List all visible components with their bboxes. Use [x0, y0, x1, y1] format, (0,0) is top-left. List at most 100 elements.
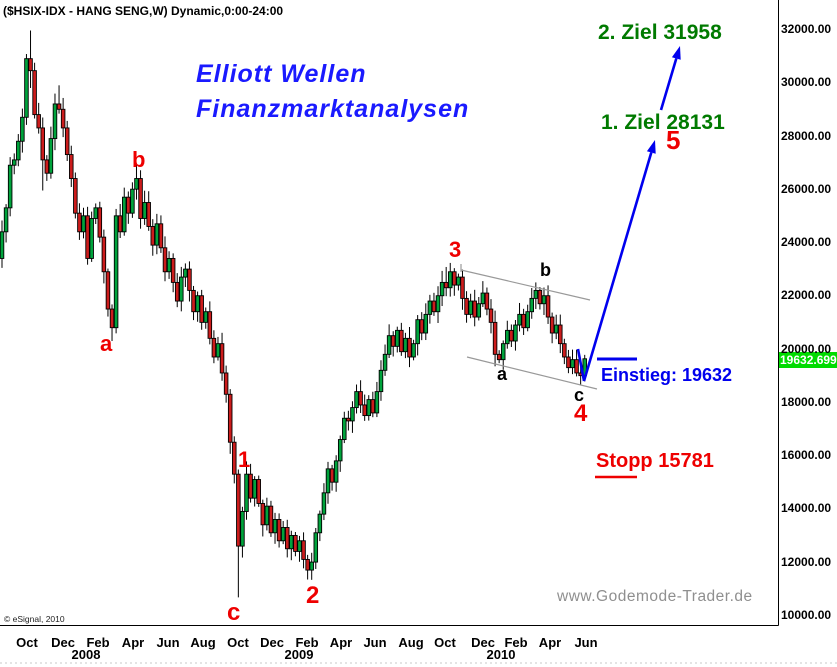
candle-body: [370, 399, 376, 414]
candle-body: [93, 207, 98, 219]
candle-body: [533, 289, 539, 299]
candle-body: [395, 329, 400, 347]
price-tick-label: 22000.00: [781, 288, 832, 303]
candle-body: [183, 268, 188, 278]
candle-body: [187, 268, 192, 291]
candle-body: [179, 276, 184, 302]
candle-body: [456, 276, 461, 286]
candle-body: [174, 281, 180, 302]
candle-body: [476, 303, 482, 318]
candle-body: [236, 473, 241, 547]
candle-body: [378, 369, 384, 393]
candle-body: [158, 223, 164, 249]
brand-text-line1: Elliott Wellen: [196, 60, 367, 88]
month-tick-label: Apr: [121, 635, 145, 650]
month-tick-label: Jun: [156, 635, 180, 650]
candle-body: [419, 319, 424, 334]
price-tick-label: 10000.00: [781, 607, 832, 622]
candle-body: [488, 308, 494, 323]
candle-body: [3, 207, 9, 233]
candle-body: [496, 353, 502, 361]
candle-body: [460, 276, 465, 299]
entry-label: Einstieg: 19632: [601, 365, 733, 385]
candle-body: [44, 159, 50, 174]
trendline: [460, 269, 591, 301]
year-tick-label: 2009: [284, 647, 314, 662]
candle-body: [11, 159, 17, 166]
price-tick-label: 20000.00: [781, 341, 832, 356]
candle-body: [386, 335, 392, 355]
candle-body: [232, 441, 237, 475]
candle-body: [170, 257, 176, 283]
month-tick-label: Apr: [329, 635, 353, 650]
candle-body: [256, 479, 261, 504]
month-tick-label: Dec: [471, 635, 495, 650]
month-tick-label: Oct: [227, 635, 249, 650]
up-arrow-icon: [659, 46, 681, 111]
candle-body: [223, 372, 229, 395]
candle-body: [130, 188, 135, 214]
candle-body: [276, 519, 282, 542]
candle-body: [36, 114, 41, 129]
candle-body: [52, 103, 58, 140]
candle-body: [289, 534, 294, 550]
candle-body: [20, 116, 25, 142]
trendline: [466, 356, 598, 390]
wave-label-a: a: [100, 331, 113, 356]
candle-body: [509, 329, 514, 342]
year-tick-label: 2010: [486, 647, 516, 662]
candle-body: [513, 324, 518, 342]
candle-body: [24, 58, 29, 118]
candle-body: [309, 561, 314, 571]
price-tick-label: 24000.00: [781, 235, 832, 250]
stop-label: Stopp 15781: [596, 450, 714, 472]
watermark-text: www.Godemode-Trader.de: [557, 588, 753, 605]
candle-body: [166, 257, 172, 273]
candle-body: [121, 196, 127, 233]
price-tick-label: 26000.00: [781, 181, 832, 196]
candle-body: [423, 313, 429, 334]
candle-body: [403, 337, 408, 353]
symbol-title: ($HSIX-IDX - HANG SENG,W) Dynamic,0:00-2…: [3, 4, 284, 18]
candle-body: [0, 231, 5, 259]
last-price-badge: 19632.699: [779, 352, 837, 368]
candle-body: [264, 505, 270, 526]
candle-body: [195, 295, 200, 313]
candle-body: [48, 138, 54, 174]
candle-body: [411, 343, 416, 358]
candle-body: [566, 356, 571, 369]
candle-body: [211, 337, 217, 358]
candle-body: [452, 271, 457, 286]
candle-body: [305, 558, 310, 571]
candle-body: [399, 329, 404, 353]
candle-body: [431, 300, 437, 313]
price-tick-label: 28000.00: [781, 128, 832, 143]
month-tick-label: Feb: [504, 635, 528, 650]
price-tick-label: 30000.00: [781, 75, 832, 90]
candle-body: [500, 343, 506, 361]
candle-body: [150, 226, 156, 246]
entry-v-mark: [576, 348, 586, 382]
candle-body: [484, 292, 490, 310]
candle-body: [480, 292, 486, 305]
candle-body: [464, 297, 469, 315]
candle-body: [325, 468, 331, 494]
price-tick-label: 12000.00: [781, 554, 832, 569]
candle-body: [541, 295, 547, 305]
candle-body: [146, 202, 151, 227]
candle-body: [97, 207, 103, 238]
month-tick-label: Aug: [190, 635, 216, 650]
candle-body: [77, 212, 82, 233]
wave-label-3: 3: [449, 237, 462, 262]
candle-body: [207, 311, 213, 339]
month-tick-label: Apr: [538, 635, 562, 650]
candle-body: [105, 271, 111, 310]
candle-body: [252, 479, 257, 499]
candle-body: [280, 527, 286, 542]
candle-body: [113, 215, 119, 329]
month-tick-label: Jun: [363, 635, 387, 650]
candle-body: [545, 295, 551, 318]
wave-label-c: c: [574, 385, 585, 405]
candle-body: [64, 127, 70, 156]
